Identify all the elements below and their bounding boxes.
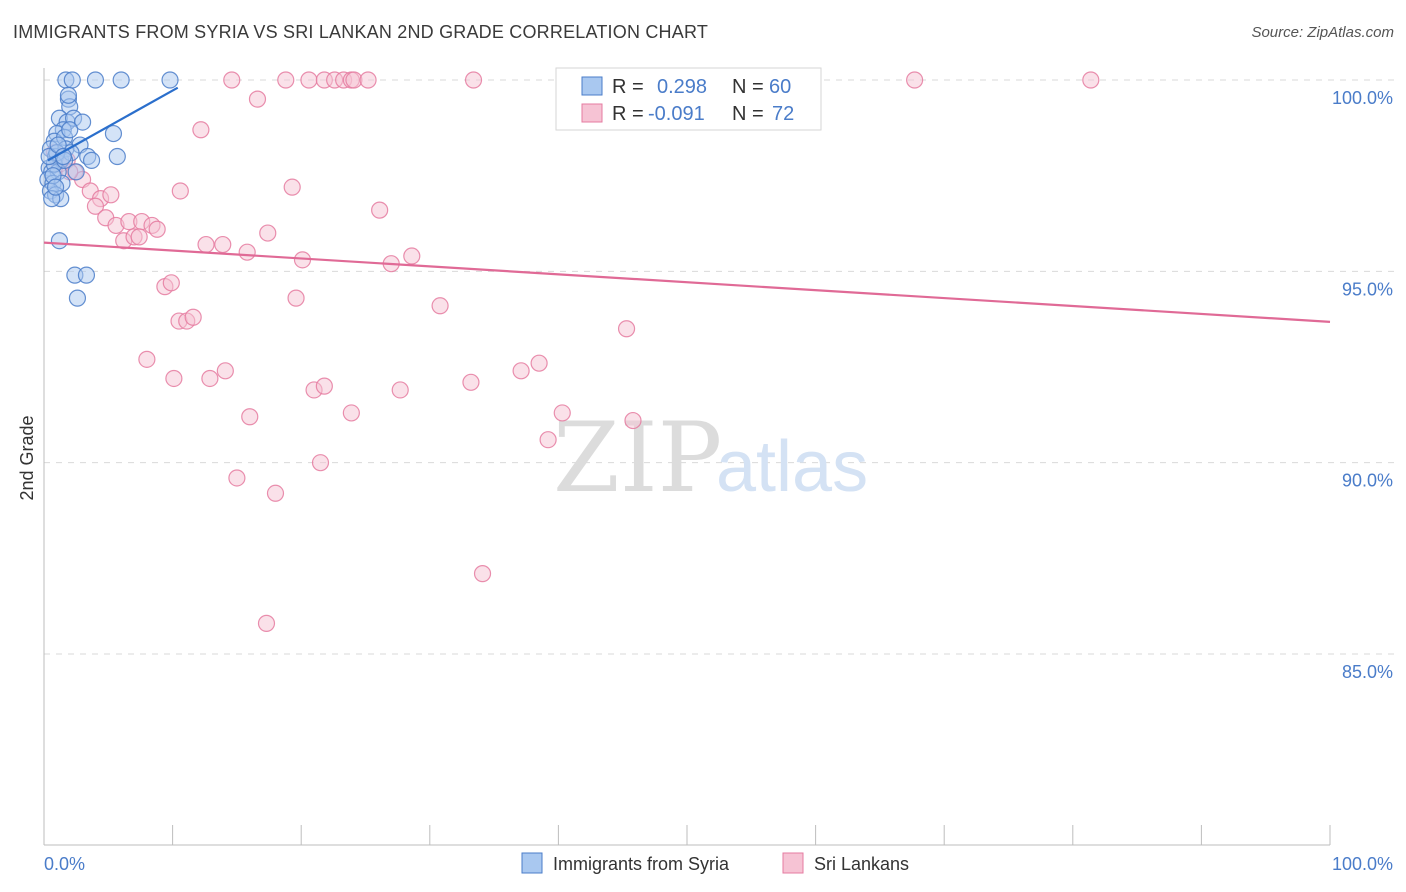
- sri-lankan-point-69: [473, 565, 492, 583]
- syria-point-24: [108, 147, 126, 166]
- legend-swatch-blue: [581, 76, 603, 96]
- syria-point-48: [46, 178, 65, 196]
- series-legend: Immigrants from Syria Sri Lankans: [521, 852, 909, 874]
- x-tick-label-0: 0.0%: [44, 854, 85, 874]
- y-tick-label-2: 90.0%: [1342, 471, 1393, 491]
- legend-swatch-pink: [581, 103, 603, 123]
- syria-point-16: [104, 124, 123, 143]
- sri-lankan-point-49: [184, 308, 202, 326]
- sri-lankan-point-51: [138, 350, 156, 368]
- sri-lankan-point-61: [241, 408, 259, 426]
- x-tick-label-1: 100.0%: [1332, 854, 1393, 874]
- sri-lankan-point-65: [539, 431, 557, 449]
- sri-lankan-point-2: [300, 71, 318, 89]
- sri-lankan-point-11: [906, 71, 924, 89]
- syria-point-38: [68, 289, 87, 307]
- legend-r-value-1: 0.298: [657, 76, 707, 98]
- sri-lankan-point-14: [192, 121, 210, 139]
- sri-lankan-point-32: [130, 228, 148, 246]
- sri-lankan-point-68: [266, 484, 285, 502]
- sri-lankan-point-45: [287, 289, 305, 307]
- series-immigrants-from-syria: [39, 71, 179, 307]
- bottom-legend-swatch-pink: [782, 852, 804, 874]
- syria-point-3: [112, 71, 130, 89]
- sri-lankan-point-35: [371, 201, 389, 219]
- legend-n-label-2: N =: [732, 103, 764, 125]
- bottom-legend-label-syria: Immigrants from Syria: [553, 854, 730, 874]
- syria-point-23: [82, 151, 101, 169]
- syria-point-35: [50, 232, 69, 250]
- watermark-atlas: atlas: [716, 427, 868, 507]
- x-tick-labels: 0.0% 100.0%: [44, 854, 1393, 874]
- sri-lankan-point-29: [148, 220, 166, 238]
- sri-lankan-point-8: [359, 71, 377, 89]
- sri-lankan-point-53: [201, 369, 219, 388]
- bottom-legend-swatch-blue: [521, 852, 543, 874]
- y-axis-label: 2nd Grade: [17, 415, 37, 500]
- sri-lankan-point-37: [197, 235, 215, 254]
- y-tick-label-0: 100.0%: [1332, 88, 1393, 108]
- sri-lankan-point-54: [216, 362, 234, 380]
- syria-point-2: [86, 71, 105, 89]
- legend-n-value-2: 72: [772, 103, 794, 125]
- sri-lankan-point-22: [102, 186, 120, 204]
- sri-lankan-point-33: [171, 182, 189, 200]
- sri-lankan-point-42: [403, 247, 421, 265]
- sri-lankan-point-13: [248, 90, 267, 108]
- sri-lankan-point-70: [257, 614, 276, 632]
- sri-lankan-point-0: [223, 71, 241, 89]
- syria-point-10: [73, 113, 92, 131]
- y-tick-label-1: 95.0%: [1342, 279, 1393, 299]
- sri-lankan-point-34: [283, 178, 301, 196]
- legend-n-value-1: 60: [769, 76, 791, 98]
- sri-lankan-point-57: [391, 381, 409, 399]
- correlation-legend: R = 0.298 N = 60 R = -0.091 N = 72: [555, 67, 822, 131]
- legend-r-label-1: R =: [612, 76, 644, 98]
- sri-lankan-point-67: [228, 469, 246, 487]
- syria-point-1: [63, 71, 81, 89]
- legend-r-label-2: R =: [612, 103, 644, 125]
- sri-lankan-trend-line: [43, 241, 1331, 323]
- syria-point-42: [59, 86, 78, 104]
- sri-lankan-point-50: [617, 320, 636, 338]
- sri-lankan-point-63: [553, 404, 571, 422]
- syria-trend-line: [47, 86, 179, 162]
- y-tick-label-3: 85.0%: [1342, 662, 1393, 682]
- syria-point-47: [61, 121, 79, 139]
- sri-lankan-point-60: [530, 354, 548, 372]
- sri-lankan-point-56: [315, 377, 333, 395]
- sri-lankan-point-44: [162, 274, 180, 292]
- legend-r-value-2: -0.091: [648, 103, 705, 125]
- syria-point-41: [67, 163, 85, 181]
- trend-lines: [43, 86, 1331, 323]
- sri-lankan-point-39: [238, 243, 256, 261]
- y-tick-labels: 100.0% 95.0% 90.0% 85.0%: [1332, 88, 1393, 682]
- bottom-legend-label-sri-lankans: Sri Lankans: [814, 854, 909, 874]
- sri-lankan-point-58: [462, 373, 480, 391]
- sri-lankan-point-1: [277, 71, 295, 89]
- watermark: ZIP atlas: [553, 402, 868, 514]
- sri-lankan-point-9: [464, 71, 483, 89]
- sri-lankan-point-66: [311, 454, 330, 472]
- gridlines: [44, 79, 1395, 655]
- sri-lankan-point-36: [259, 224, 277, 242]
- sri-lankan-point-62: [342, 404, 360, 422]
- syria-point-37: [77, 266, 96, 284]
- sri-lankan-point-52: [165, 369, 183, 388]
- series-sri-lankans: [45, 71, 1100, 632]
- chart-title: IMMIGRANTS FROM SYRIA VS SRI LANKAN 2ND …: [13, 22, 709, 42]
- sri-lankan-point-38: [214, 235, 232, 254]
- sri-lankan-point-46: [431, 297, 449, 315]
- legend-n-label-1: N =: [732, 76, 764, 98]
- syria-point-4: [161, 71, 179, 89]
- sri-lankan-point-59: [512, 362, 530, 380]
- sri-lankan-point-12: [1082, 71, 1100, 89]
- sri-lankan-point-23: [86, 197, 105, 215]
- chart-source: Source: ZipAtlas.com: [1251, 24, 1394, 41]
- sri-lankan-point-64: [624, 411, 642, 430]
